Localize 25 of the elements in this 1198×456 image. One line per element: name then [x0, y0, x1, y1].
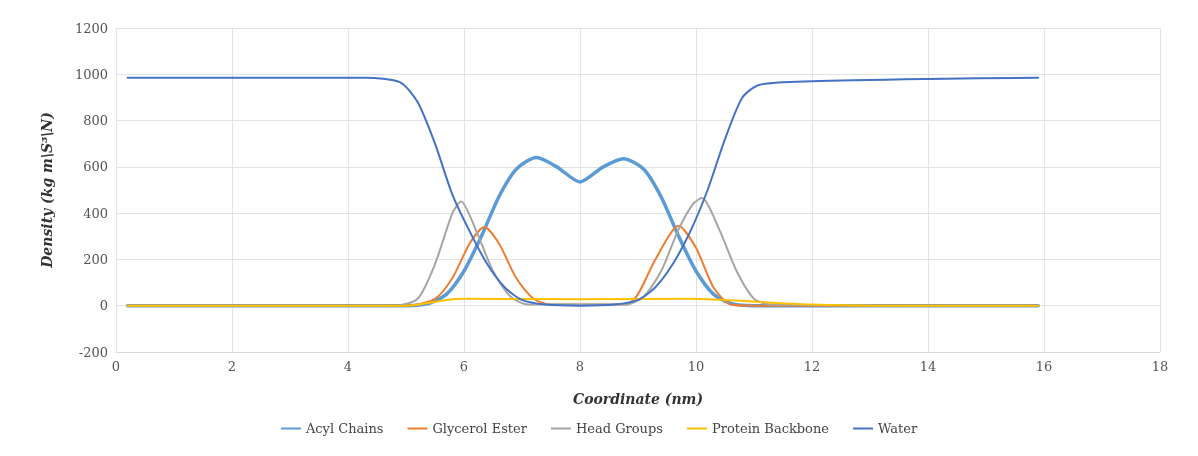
y-tick-label: 400	[83, 205, 108, 221]
y-tick-label: 800	[83, 113, 108, 129]
x-tick-label: 16	[1035, 359, 1053, 374]
x-axis-title: Coordinate (nm)	[572, 391, 704, 407]
y-tick-label: 0	[99, 298, 108, 314]
x-tick-label: 4	[343, 359, 353, 374]
legend-label: Protein Backbone	[711, 421, 830, 436]
x-tick-label: 10	[687, 359, 705, 374]
y-tick-label: 1000	[74, 66, 108, 82]
y-tick-label: 600	[83, 159, 108, 175]
x-tick-label: 6	[459, 359, 469, 374]
x-tick-label: 2	[227, 359, 237, 374]
x-tick-label: 14	[919, 359, 937, 374]
legend-label: Water	[878, 421, 918, 436]
x-tick-label: 12	[803, 359, 821, 374]
x-tick-label: 18	[1151, 359, 1169, 374]
legend-label: Head Groups	[575, 421, 663, 436]
legend-label: Acyl Chains	[304, 421, 384, 436]
legend-label: Glycerol Ester	[432, 421, 528, 436]
y-tick-label: 1200	[74, 20, 108, 36]
x-tick-label: 0	[111, 359, 121, 374]
y-tick-label: 200	[83, 251, 108, 267]
y-axis-title: Density (kg m\S³\N)	[39, 112, 55, 269]
x-tick-label: 8	[575, 359, 585, 374]
y-tick-label: -200	[78, 344, 108, 360]
